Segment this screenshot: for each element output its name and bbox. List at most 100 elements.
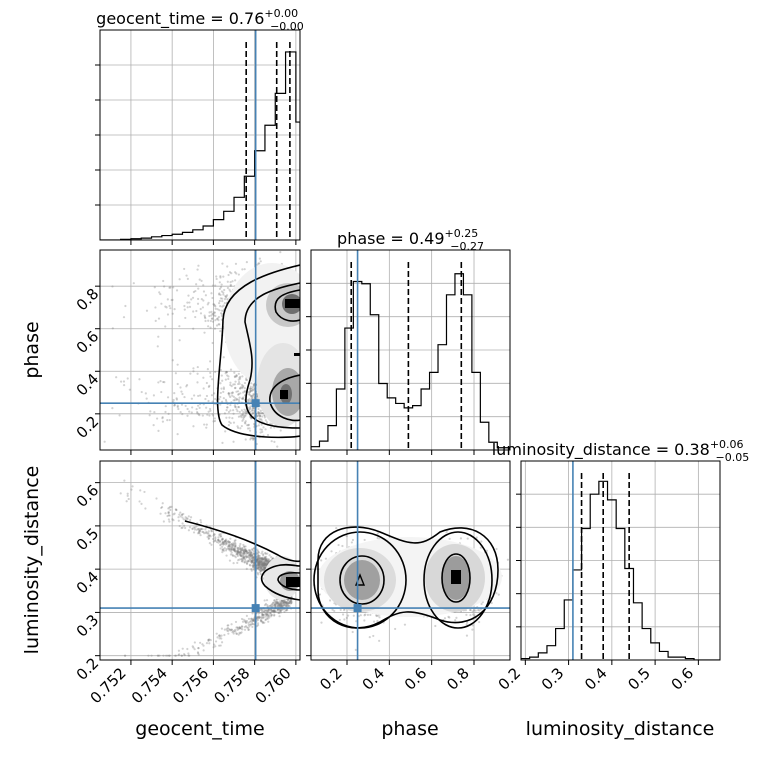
sample-point [180, 390, 183, 393]
sample-point [238, 627, 242, 630]
sample-point [251, 618, 254, 621]
sample-point [186, 306, 189, 309]
sample-point [221, 548, 224, 551]
sample-point [228, 543, 231, 547]
sample-point [261, 562, 265, 565]
sample-point [265, 560, 268, 564]
sample-point [213, 392, 216, 395]
sample-point [221, 305, 224, 308]
sample-point [207, 536, 211, 540]
sample-point [176, 432, 179, 436]
sample-point [280, 600, 283, 603]
sample-point [178, 653, 181, 656]
sample-point [252, 407, 255, 410]
sample-point [230, 546, 233, 549]
sample-point [234, 406, 237, 409]
sample-point [256, 557, 259, 560]
sample-point [205, 406, 208, 409]
sample-point [257, 561, 261, 564]
sample-point [267, 611, 270, 614]
sample-point [218, 534, 221, 537]
sample-point [286, 599, 290, 602]
sample-point [185, 517, 188, 520]
sample-point [234, 397, 237, 400]
sample-point [265, 421, 269, 424]
sample-point [244, 438, 247, 441]
sample-point [223, 298, 227, 301]
sample-point [262, 565, 265, 568]
sample-point [259, 619, 263, 622]
sample-point [214, 305, 217, 308]
sample-point [258, 262, 261, 265]
sample-point [280, 608, 283, 611]
sample-point [259, 618, 263, 622]
sample-point [267, 609, 270, 612]
sample-point [250, 557, 253, 560]
sample-point [269, 604, 273, 607]
x-tick-label: 0.756 [169, 664, 212, 707]
sample-point [202, 644, 205, 647]
sample-point [159, 380, 162, 383]
sample-point [257, 414, 260, 418]
sample-point [231, 544, 234, 547]
sample-point [199, 312, 203, 315]
sample-point [241, 414, 245, 417]
sample-point [241, 547, 244, 550]
sample-point [202, 387, 205, 390]
sample-point [266, 559, 269, 562]
density-peak [294, 353, 300, 356]
sample-point [235, 408, 238, 411]
sample-point [226, 629, 229, 632]
sample-point [232, 544, 235, 547]
sample-point [241, 413, 245, 416]
sample-point [230, 628, 233, 631]
sample-point [234, 542, 237, 545]
sample-point [248, 393, 251, 396]
sample-point [247, 628, 250, 631]
sample-point [207, 534, 210, 537]
sample-point [251, 387, 254, 390]
sample-point [180, 403, 184, 406]
sample-point [175, 398, 179, 401]
sample-point [223, 540, 226, 543]
sample-point [242, 556, 246, 559]
sample-point [266, 433, 270, 437]
sample-point [242, 384, 245, 388]
sample-point [156, 345, 159, 348]
sample-point [197, 404, 200, 407]
sample-point [251, 557, 254, 560]
sample-point [227, 392, 230, 395]
sample-point [261, 562, 264, 566]
sample-point [228, 548, 231, 551]
x-tick-label: 0.5 [624, 664, 654, 694]
sample-point [176, 404, 179, 407]
sample-point [256, 571, 259, 574]
sample-point [270, 613, 274, 617]
sample-point [269, 611, 272, 615]
sample-point [267, 608, 270, 611]
sample-point [261, 415, 264, 418]
sample-point [366, 613, 370, 616]
sample-point [266, 605, 269, 608]
sample-point [214, 640, 218, 643]
sample-point [257, 557, 260, 560]
sample-point [269, 611, 272, 614]
sample-point [197, 394, 200, 398]
sample-point [173, 308, 176, 311]
sample-point [257, 568, 261, 571]
sample-point [157, 317, 161, 320]
sample-point [189, 518, 192, 522]
sample-point [256, 558, 259, 561]
sample-point [495, 592, 498, 595]
sample-point [240, 551, 243, 555]
sample-point [266, 614, 269, 617]
sample-point [474, 609, 477, 612]
sample-point [222, 543, 225, 546]
sample-point [328, 599, 332, 602]
sample-point [263, 557, 266, 561]
sample-point [186, 301, 189, 304]
sample-point [257, 551, 260, 554]
sample-point [273, 599, 276, 602]
sample-point [237, 398, 240, 401]
sample-point [377, 614, 380, 617]
